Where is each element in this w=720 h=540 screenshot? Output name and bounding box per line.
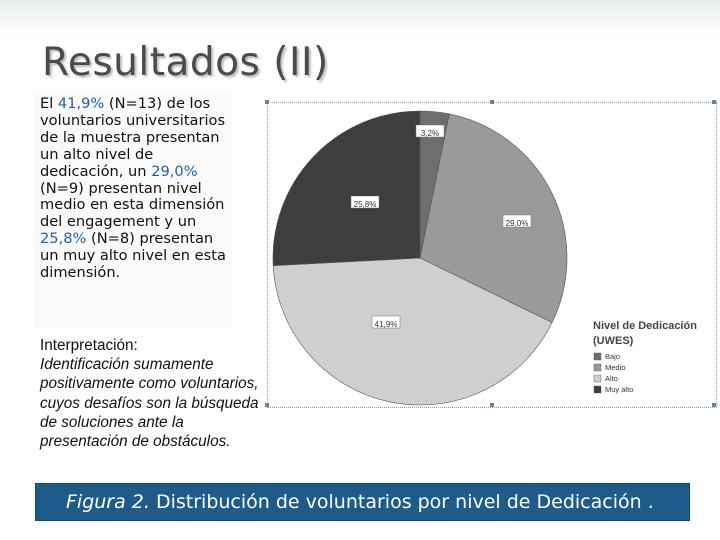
legend-swatch [593, 352, 602, 361]
slice-label-box [350, 195, 380, 209]
pie-slice-medio [419, 113, 568, 323]
caption-figure-label: Figura 2. [66, 491, 150, 513]
resize-handle-bl[interactable] [265, 403, 269, 407]
slice-label-box [371, 315, 401, 329]
pie-slice-muy-alto [272, 110, 421, 266]
interpretation-text: Identificación sumamente positivamente c… [40, 356, 259, 451]
summary-value-muy-alto: 25,8% [40, 230, 87, 248]
legend-title: Nivel de Dedicación [593, 320, 697, 332]
slide-title: Resultados (II) [42, 40, 329, 85]
summary-text-2: (N=13) de los voluntarios universitarios… [40, 95, 226, 180]
interpretation-heading: Interpretación: [40, 337, 138, 354]
summary-text-1: El [40, 95, 58, 112]
slice-label-bajo: 3,2% [421, 129, 439, 138]
slice-label-muy-alto: 25,8% [354, 200, 377, 209]
interpretation-block: Interpretación: Identificación sumamente… [40, 336, 265, 451]
legend-swatch [593, 363, 602, 372]
resize-handle-top[interactable] [490, 100, 494, 104]
legend-label-medio: Medio [605, 363, 625, 372]
slice-label-medio: 29,0% [506, 219, 529, 228]
slice-label-box [415, 124, 445, 138]
summary-value-medio: 29,0% [151, 162, 198, 180]
legend-label-alto: Alto [605, 374, 618, 383]
legend-label-muy-alto: Muy alto [605, 385, 633, 394]
resize-handle-bottom[interactable] [490, 403, 494, 407]
pie-chart: 3,2% 29,0% 41,9% 25,8% Nivel de Dedicación (U… [272, 110, 697, 406]
pie-slice-alto [272, 257, 553, 406]
resize-handle-br[interactable] [712, 403, 716, 407]
legend-swatch [593, 374, 602, 383]
figure-caption: Figura 2. Distribución de voluntarios po… [35, 483, 690, 521]
legend-swatch [593, 385, 602, 394]
caption-text: Distribución de voluntarios por nivel de… [149, 491, 654, 513]
slice-label-box [502, 214, 532, 228]
slice-label-alto: 41,9% [375, 320, 398, 329]
resize-handle-tl[interactable] [265, 100, 269, 104]
legend-title: (UWES) [593, 335, 634, 347]
legend-label-bajo: Bajo [605, 352, 620, 361]
title-bar-background [0, 0, 720, 38]
results-summary: El 41,9% (N=13) de los voluntarios unive… [34, 94, 232, 328]
summary-value-alto: 41,9% [57, 95, 105, 112]
summary-text-3: (N=9) presentan nivel medio en esta dime… [40, 179, 225, 231]
resize-handle-tr[interactable] [712, 100, 716, 104]
pie-chart-frame[interactable]: 3,2% 29,0% 41,9% 25,8% Nivel de Dedicación (U… [265, 100, 717, 408]
summary-text-4: (N=8) presentan un muy alto nivel en est… [40, 230, 226, 282]
